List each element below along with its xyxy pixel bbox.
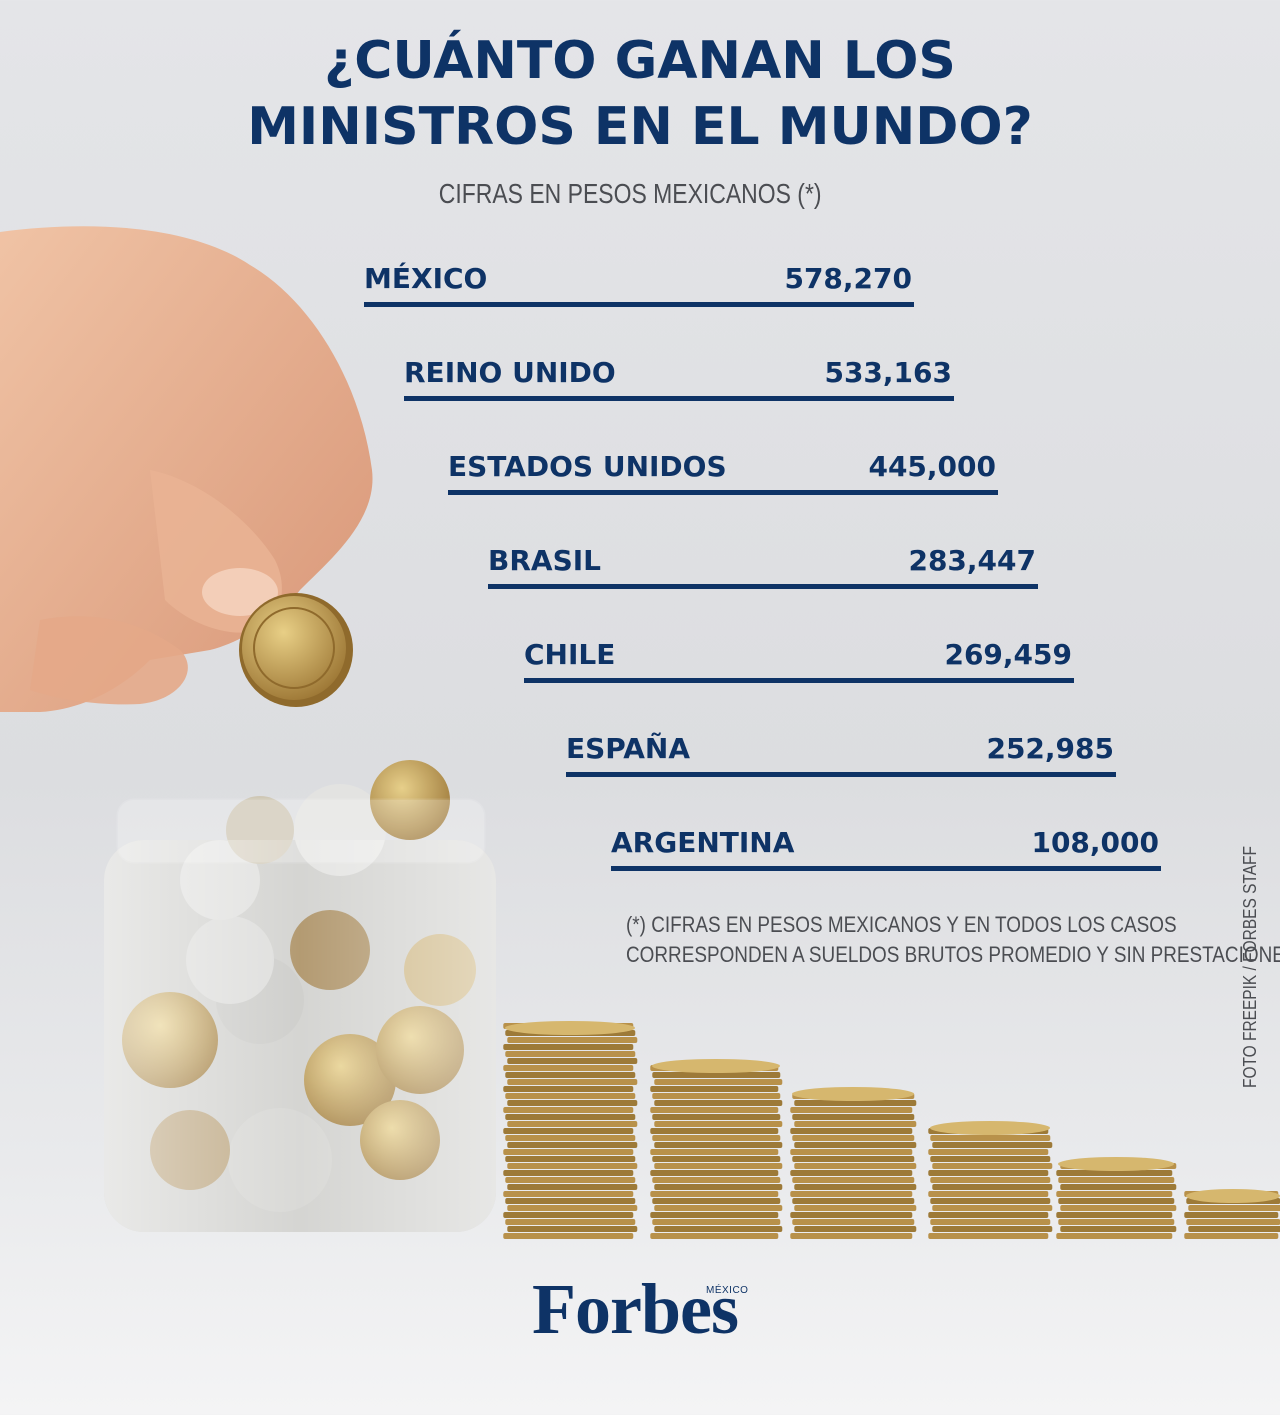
country-label: MÉXICO (364, 262, 488, 295)
salary-value: 252,985 (986, 732, 1114, 765)
salary-value: 533,163 (824, 356, 952, 389)
footnote-line-2: CORRESPONDEN A SUELDOS BRUTOS PROMEDIO Y… (626, 942, 1280, 967)
footnote: (*) CIFRAS EN PESOS MEXICANOS Y EN TODOS… (626, 910, 1280, 970)
country-label: CHILE (524, 638, 616, 671)
country-label: BRASIL (488, 544, 601, 577)
salary-value: 445,000 (868, 450, 996, 483)
country-label: ESPAÑA (566, 732, 691, 765)
row-underline (364, 302, 914, 307)
row-underline (566, 772, 1116, 777)
chart-title: ¿CUÁNTO GANAN LOS MINISTROS EN EL MUNDO? (0, 28, 1280, 160)
row-underline (524, 678, 1074, 683)
salary-value: 578,270 (784, 262, 912, 295)
table-row: REINO UNIDO 533,163 (404, 356, 954, 402)
logo-edition: MÉXICO (706, 1285, 749, 1296)
coin-jar (104, 760, 496, 1232)
forbes-logo: Forbes (532, 1269, 739, 1349)
title-line-1: ¿CUÁNTO GANAN LOS (324, 31, 956, 91)
country-label: ARGENTINA (611, 826, 795, 859)
row-underline (404, 396, 954, 401)
photo-credit: FOTO FREEPIK / FORBES STAFF (1240, 846, 1260, 1088)
table-row: CHILE 269,459 (524, 638, 1074, 684)
row-underline (448, 490, 998, 495)
footnote-line-1: (*) CIFRAS EN PESOS MEXICANOS Y EN TODOS… (626, 912, 1177, 937)
coin-in-hand (239, 593, 353, 707)
coin-stacks (503, 1021, 1280, 1239)
country-label: REINO UNIDO (404, 356, 616, 389)
row-underline (488, 584, 1038, 589)
salary-value: 283,447 (908, 544, 1036, 577)
salary-value: 108,000 (1031, 826, 1159, 859)
table-row: ESTADOS UNIDOS 445,000 (448, 450, 998, 496)
title-line-2: MINISTROS EN EL MUNDO? (247, 97, 1033, 157)
hand-image (0, 226, 373, 713)
table-row: MÉXICO 578,270 (364, 262, 914, 308)
table-row: BRASIL 283,447 (488, 544, 1038, 590)
country-label: ESTADOS UNIDOS (448, 450, 727, 483)
table-row: ESPAÑA 252,985 (566, 732, 1116, 778)
row-underline (611, 866, 1161, 871)
salary-value: 269,459 (944, 638, 1072, 671)
chart-subtitle: CIFRAS EN PESOS MEXICANOS (*) (438, 178, 822, 209)
table-row: ARGENTINA 108,000 (611, 826, 1161, 872)
